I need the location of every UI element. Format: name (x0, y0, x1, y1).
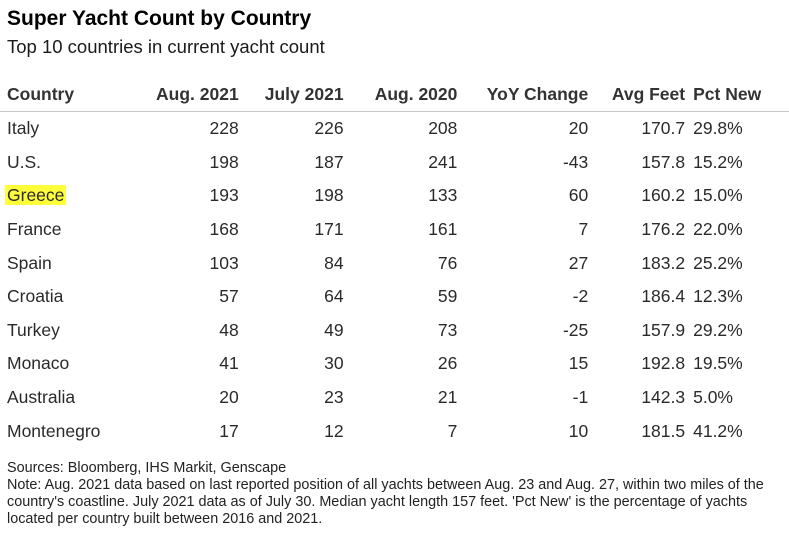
cell-pct-new: 5.0% (693, 387, 733, 408)
cell-aug-2020: 208 (428, 118, 458, 139)
header-yoy-change: YoY Change (457, 78, 589, 112)
chart-subtitle: Top 10 countries in current yacht count (7, 36, 325, 57)
footnotes: Sources: Bloomberg, IHS Markit, Genscape… (7, 460, 783, 528)
cell-july-2021: 84 (324, 252, 344, 273)
cell-aug-2021: 41 (219, 353, 239, 374)
cell-aug-2021: 57 (219, 286, 239, 307)
cell-country: France (7, 219, 62, 240)
cell-avg-feet: 192.8 (641, 353, 686, 374)
cell-avg-feet: 160.2 (641, 185, 686, 206)
cell-pct-new: 29.2% (693, 319, 743, 340)
cell-country: Montenegro (7, 420, 101, 441)
cell-avg-feet: 181.5 (641, 420, 686, 441)
table-row: Turkey 48 49 73 -25 157.9 29.2% (0, 314, 789, 348)
cell-july-2021: 226 (314, 118, 344, 139)
table-row: Greece 193 198 133 60 160.2 15.0% (0, 179, 789, 213)
cell-july-2021: 30 (324, 353, 344, 374)
cell-avg-feet: 157.8 (641, 151, 686, 172)
cell-yoy-change: 15 (568, 353, 589, 374)
header-country: Country (0, 78, 142, 112)
cell-pct-new: 25.2% (693, 252, 743, 273)
table-row: France 168 171 161 7 176.2 22.0% (0, 213, 789, 247)
cell-aug-2021: 20 (219, 387, 239, 408)
cell-aug-2021: 228 (209, 118, 239, 139)
cell-country: Turkey (7, 319, 60, 340)
cell-country: Australia (7, 387, 76, 408)
cell-country: Croatia (7, 286, 64, 307)
highlight-marker: Greece (5, 185, 67, 206)
cell-aug-2020: 133 (428, 185, 458, 206)
cell-aug-2021: 17 (219, 420, 239, 441)
table-row: Montenegro 17 12 7 10 181.5 41.2% (0, 414, 789, 448)
cell-aug-2021: 193 (209, 185, 239, 206)
cell-pct-new: 12.3% (693, 286, 743, 307)
cell-pct-new: 15.0% (693, 185, 743, 206)
cell-aug-2021: 48 (219, 319, 239, 340)
cell-country: Spain (7, 252, 52, 273)
cell-yoy-change: 60 (568, 185, 589, 206)
cell-july-2021: 23 (324, 387, 344, 408)
table-body: Italy 228 226 208 20 170.7 29.8% U.S. 198 187 241 -… (0, 112, 789, 448)
cell-yoy-change: -1 (572, 387, 589, 408)
cell-pct-new: 19.5% (693, 353, 743, 374)
cell-aug-2020: 7 (447, 420, 458, 441)
yacht-table: Country Aug. 2021 July 2021 Aug. 2020 Yo… (0, 78, 789, 448)
sources-text: Sources: Bloomberg, IHS Markit, Genscape (7, 460, 287, 476)
cell-aug-2020: 26 (437, 353, 458, 374)
cell-july-2021: 49 (324, 319, 344, 340)
cell-july-2021: 187 (314, 151, 344, 172)
cell-yoy-change: 10 (568, 420, 589, 441)
cell-avg-feet: 157.9 (641, 319, 686, 340)
cell-pct-new: 41.2% (693, 420, 743, 441)
header-july-2021: July 2021 (238, 78, 344, 112)
cell-aug-2020: 161 (428, 219, 458, 240)
cell-yoy-change: 7 (578, 219, 589, 240)
header-avg-feet: Avg Feet (588, 78, 686, 112)
cell-avg-feet: 176.2 (641, 219, 686, 240)
cell-avg-feet: 183.2 (641, 252, 686, 273)
table-row: Australia 20 23 21 -1 142.3 5.0% (0, 381, 789, 415)
cell-pct-new: 29.8% (693, 118, 743, 139)
cell-july-2021: 12 (324, 420, 344, 441)
header-row: Country Aug. 2021 July 2021 Aug. 2020 Yo… (0, 78, 789, 112)
cell-country: U.S. (7, 151, 42, 172)
table-row: Italy 228 226 208 20 170.7 29.8% (0, 112, 789, 146)
table-row: U.S. 198 187 241 -43 157.8 15.2% (0, 146, 789, 180)
cell-avg-feet: 186.4 (641, 286, 686, 307)
cell-country-highlighted: Greece (0, 179, 142, 213)
table-row: Monaco 41 30 26 15 192.8 19.5% (0, 347, 789, 381)
cell-pct-new: 22.0% (693, 219, 743, 240)
table-row: Croatia 57 64 59 -2 186.4 12.3% (0, 280, 789, 314)
cell-july-2021: 198 (314, 185, 344, 206)
note-text: Note: Aug. 2021 data based on last repor… (7, 477, 764, 527)
cell-aug-2020: 59 (437, 286, 458, 307)
header-aug-2021: Aug. 2021 (141, 78, 239, 112)
cell-aug-2021: 168 (209, 219, 239, 240)
cell-avg-feet: 142.3 (641, 387, 686, 408)
cell-yoy-change: -25 (562, 319, 589, 340)
chart-title: Super Yacht Count by Country (7, 7, 312, 30)
header-pct-new: Pct New (685, 78, 789, 112)
header-aug-2020: Aug. 2020 (343, 78, 458, 112)
cell-aug-2020: 76 (437, 252, 458, 273)
cell-aug-2020: 73 (437, 319, 458, 340)
cell-aug-2020: 241 (428, 151, 458, 172)
cell-yoy-change: 20 (568, 118, 589, 139)
cell-country: Monaco (7, 353, 70, 374)
cell-yoy-change: 27 (568, 252, 589, 273)
table-row: Spain 103 84 76 27 183.2 25.2% (0, 246, 789, 280)
cell-pct-new: 15.2% (693, 151, 743, 172)
cell-yoy-change: -2 (572, 286, 589, 307)
cell-july-2021: 64 (324, 286, 344, 307)
cell-avg-feet: 170.7 (641, 118, 686, 139)
cell-yoy-change: -43 (562, 151, 589, 172)
cell-july-2021: 171 (314, 219, 344, 240)
cell-country: Italy (7, 118, 40, 139)
cell-aug-2021: 103 (209, 252, 239, 273)
cell-aug-2020: 21 (437, 387, 458, 408)
cell-aug-2021: 198 (209, 151, 239, 172)
